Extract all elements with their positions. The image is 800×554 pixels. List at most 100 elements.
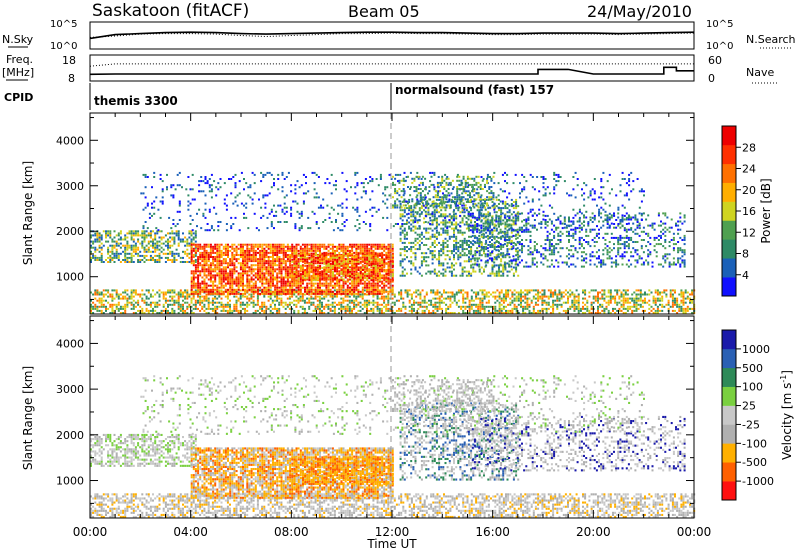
power-cell xyxy=(564,289,567,292)
power-cell xyxy=(603,297,606,300)
power-cell xyxy=(370,288,373,291)
power-cell xyxy=(117,307,120,310)
power-cell xyxy=(359,249,362,252)
power-cell xyxy=(293,254,296,257)
power-cell xyxy=(318,303,321,306)
power-cell xyxy=(383,312,386,314)
power-cell xyxy=(201,301,204,304)
power-cell xyxy=(676,301,679,304)
power-cell xyxy=(222,270,225,273)
power-cell xyxy=(383,274,386,277)
power-cell xyxy=(248,286,251,289)
power-cell xyxy=(338,247,341,250)
power-cell xyxy=(100,303,103,306)
power-cell xyxy=(372,272,375,275)
power-cell xyxy=(372,290,375,293)
power-cell xyxy=(419,305,422,308)
power-cell xyxy=(446,221,449,224)
power-cell xyxy=(446,215,449,218)
power-cell xyxy=(274,286,277,289)
power-cell xyxy=(429,237,432,240)
power-cell xyxy=(545,312,548,314)
power-cell xyxy=(286,303,289,306)
power-cell xyxy=(269,264,272,267)
power-cell xyxy=(173,303,176,306)
power-cell xyxy=(319,279,322,282)
power-cell xyxy=(117,254,120,257)
power-cell xyxy=(201,268,204,271)
power-cell xyxy=(229,270,232,273)
power-cell xyxy=(263,247,266,250)
power-cell xyxy=(676,297,679,300)
power-cell xyxy=(363,243,366,246)
power-cell xyxy=(416,221,419,224)
power-cell xyxy=(167,252,169,255)
power-cell xyxy=(113,297,116,300)
power-cell xyxy=(425,291,428,294)
power-cell xyxy=(231,282,234,285)
power-cell xyxy=(425,256,428,259)
power-cell xyxy=(370,266,373,269)
power-cell xyxy=(429,252,432,255)
power-cell xyxy=(239,295,242,298)
power-cell xyxy=(511,291,514,294)
power-cell xyxy=(252,303,255,306)
power-cell xyxy=(308,256,311,259)
power-cell xyxy=(674,289,676,292)
power-cell xyxy=(158,259,161,261)
power-cell xyxy=(355,260,358,263)
power-cell xyxy=(425,305,428,308)
power-cell xyxy=(370,282,373,285)
power-cell xyxy=(280,249,283,252)
power-cell xyxy=(359,293,362,296)
power-cell xyxy=(624,307,627,310)
power-cell xyxy=(372,276,375,279)
power-cell xyxy=(235,292,238,295)
power-cell xyxy=(560,295,563,298)
power-cell xyxy=(205,245,208,248)
power-cell xyxy=(291,254,294,257)
power-cell xyxy=(257,262,259,265)
power-cell xyxy=(246,266,249,269)
power-cell xyxy=(425,213,428,216)
power-cell xyxy=(398,293,400,296)
power-cell xyxy=(571,293,574,296)
power-cell xyxy=(197,274,200,277)
power-cell xyxy=(351,245,354,248)
power-cell xyxy=(487,305,490,308)
power-cell xyxy=(259,270,262,273)
power-cell xyxy=(442,239,445,242)
power-cell xyxy=(442,250,445,253)
power-cell xyxy=(453,297,456,300)
power-cell xyxy=(393,301,396,304)
power-cell xyxy=(442,274,445,277)
power-cell xyxy=(479,309,482,312)
power-cell xyxy=(414,219,417,222)
power-cell xyxy=(366,284,369,287)
power-cell xyxy=(250,280,253,283)
power-cell xyxy=(682,293,685,296)
power-cell xyxy=(368,275,371,278)
power-cell xyxy=(293,260,296,263)
power-cell xyxy=(265,243,268,246)
power-cell xyxy=(308,272,311,275)
power-cell xyxy=(160,250,163,253)
power-cell xyxy=(233,258,236,261)
power-cell xyxy=(117,301,120,304)
power-cell xyxy=(291,243,294,246)
power-cell xyxy=(190,262,193,265)
power-cell xyxy=(152,256,154,259)
power-cell xyxy=(353,243,356,246)
power-cell xyxy=(327,278,330,281)
power-cell xyxy=(387,290,390,293)
power-cell xyxy=(327,307,330,310)
power-cell xyxy=(124,291,127,294)
power-cell xyxy=(573,293,576,296)
power-cell xyxy=(143,230,146,233)
power-cell xyxy=(257,286,259,289)
power-cell xyxy=(444,213,447,216)
power-cell xyxy=(434,301,437,304)
power-cell xyxy=(509,303,512,306)
power-cell xyxy=(374,272,377,275)
power-cell xyxy=(380,295,383,298)
